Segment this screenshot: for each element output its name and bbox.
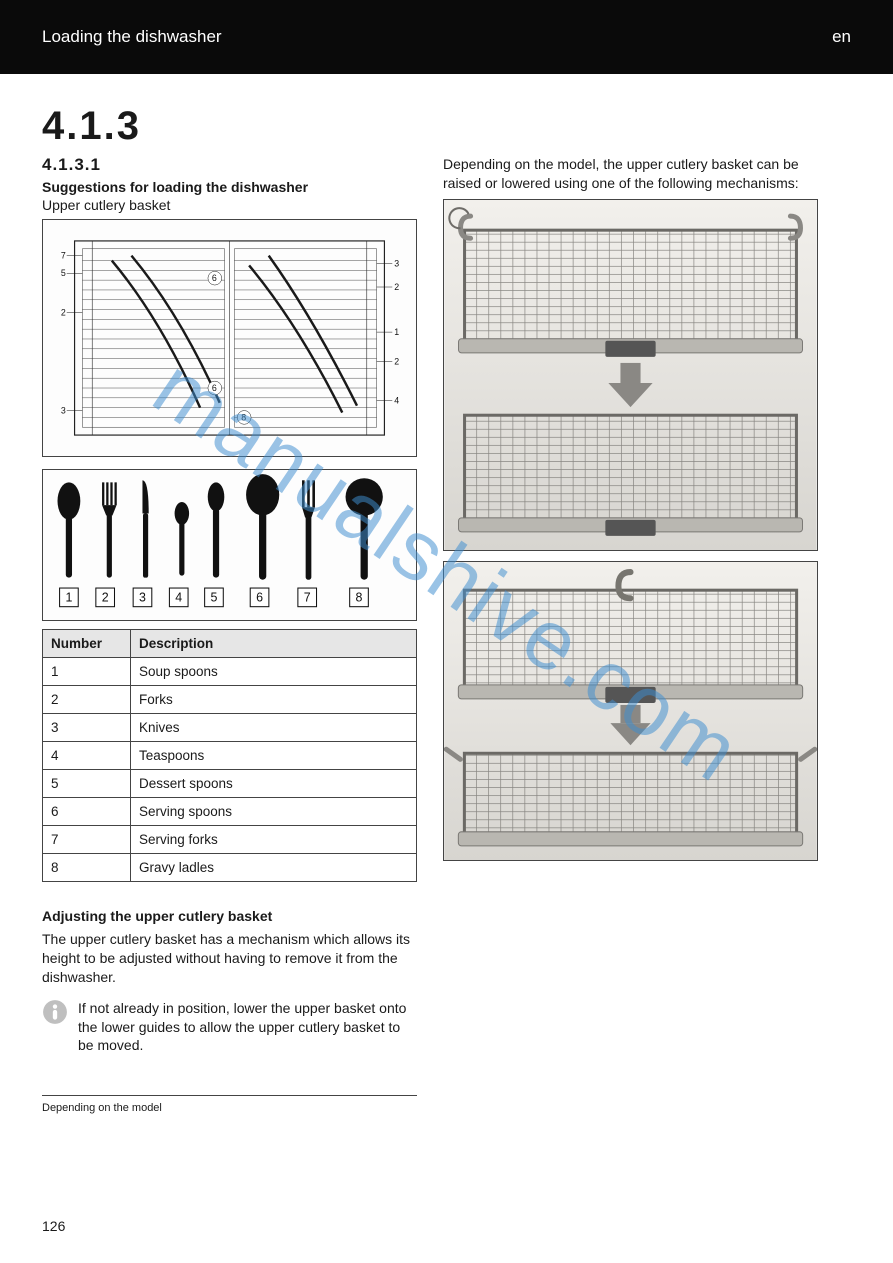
- utensil-box-5: 5: [205, 589, 224, 608]
- utensil-box-4: 4: [169, 589, 188, 608]
- adjust-paragraph: The upper cutlery basket has a mechanism…: [42, 930, 417, 987]
- svg-text:2: 2: [102, 591, 109, 605]
- col-description: Description: [131, 630, 417, 658]
- svg-text:8: 8: [241, 412, 246, 422]
- chapter-number: 4.1.3: [0, 74, 893, 155]
- svg-text:8: 8: [356, 591, 363, 605]
- header-left: Loading the dishwasher: [42, 27, 222, 47]
- section-header-bar: Loading the dishwasher en: [0, 0, 893, 74]
- utensil-box-6: 6: [250, 589, 269, 608]
- svg-text:6: 6: [212, 383, 217, 393]
- utensil-box-8: 8: [350, 589, 369, 608]
- header-right: en: [832, 27, 851, 47]
- info-callout: If not already in position, lower the up…: [42, 999, 417, 1056]
- right-column: Depending on the model, the upper cutler…: [443, 155, 818, 1114]
- info-icon: [42, 999, 68, 1030]
- svg-text:1: 1: [394, 327, 399, 337]
- svg-text:3: 3: [61, 406, 66, 416]
- table-row: 8Gravy ladles: [43, 854, 417, 882]
- utensil-box-3: 3: [133, 589, 152, 608]
- svg-text:4: 4: [394, 396, 399, 406]
- right-intro: Depending on the model, the upper cutler…: [443, 155, 818, 193]
- svg-text:7: 7: [61, 251, 66, 261]
- section-subtitle: Upper cutlery basket: [42, 197, 417, 213]
- section-title: Suggestions for loading the dishwasher: [42, 179, 417, 195]
- table-row: 4Teaspoons: [43, 742, 417, 770]
- svg-text:5: 5: [61, 268, 66, 278]
- svg-text:5: 5: [210, 591, 217, 605]
- mechanism-photo-1: [443, 199, 818, 551]
- svg-text:2: 2: [61, 307, 66, 317]
- table-row: 5Dessert spoons: [43, 770, 417, 798]
- svg-text:1: 1: [65, 591, 72, 605]
- table-row: 7Serving forks: [43, 826, 417, 854]
- cutlery-tray-svg: 7 5 2 3 3 2 1 2 4 6: [53, 230, 406, 446]
- svg-text:6: 6: [212, 273, 217, 283]
- svg-text:4: 4: [175, 591, 182, 605]
- table-row: 6Serving spoons: [43, 798, 417, 826]
- utensil-box-7: 7: [298, 589, 317, 608]
- mechanism-photo-2: [443, 561, 818, 861]
- left-column: 4.1.3.1 Suggestions for loading the dish…: [42, 155, 417, 1114]
- utensil-box-1: 1: [60, 589, 79, 608]
- footnote: Depending on the model: [42, 1102, 417, 1114]
- table-row: 1Soup spoons: [43, 658, 417, 686]
- info-text: If not already in position, lower the up…: [78, 999, 417, 1056]
- utensil-svg: 1 2 3 4 5 6 7 8: [43, 472, 416, 617]
- col-number: Number: [43, 630, 131, 658]
- footnote-divider: [42, 1095, 417, 1096]
- svg-text:2: 2: [394, 356, 399, 366]
- adjust-heading: Adjusting the upper cutlery basket: [42, 908, 417, 924]
- cutlery-tray-diagram: 7 5 2 3 3 2 1 2 4 6: [42, 219, 417, 457]
- table-row: 3Knives: [43, 714, 417, 742]
- svg-text:3: 3: [394, 258, 399, 268]
- svg-text:3: 3: [139, 591, 146, 605]
- page-number: 126: [42, 1218, 65, 1234]
- svg-text:2: 2: [394, 282, 399, 292]
- svg-text:7: 7: [304, 591, 311, 605]
- utensil-box-2: 2: [96, 589, 115, 608]
- utensil-table: Number Description 1Soup spoons 2Forks 3…: [42, 629, 417, 882]
- utensil-legend: 1 2 3 4 5 6 7 8: [42, 469, 417, 621]
- section-number: 4.1.3.1: [42, 155, 417, 175]
- svg-text:6: 6: [256, 591, 263, 605]
- table-row: 2Forks: [43, 686, 417, 714]
